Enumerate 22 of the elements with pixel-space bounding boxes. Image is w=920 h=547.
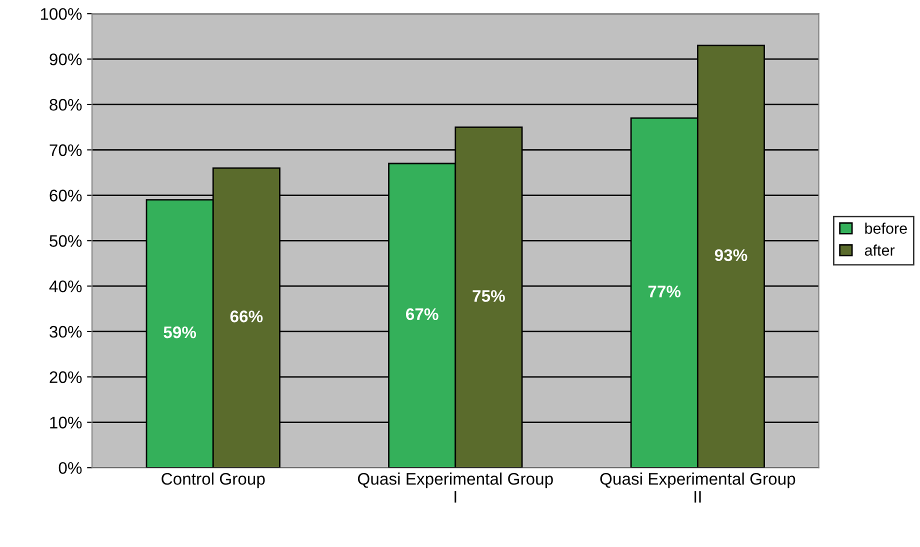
y-tick-label: 70% <box>50 144 82 156</box>
y-tick-label: 0% <box>58 462 82 474</box>
y-tick-label: 40% <box>49 280 82 292</box>
legend-label: before <box>865 222 907 234</box>
y-tick-label: 20% <box>50 371 82 384</box>
legend-label: after <box>864 244 895 256</box>
data-label: 75% <box>472 290 505 302</box>
y-tick-label: 90% <box>50 53 82 66</box>
y-tick-label: 50% <box>50 235 82 247</box>
data-label: 67% <box>406 308 438 320</box>
data-label: 93% <box>714 249 748 262</box>
y-tick-label: 60% <box>50 190 82 202</box>
x-tick-label: Control Group <box>162 472 265 488</box>
y-tick-label: 10% <box>50 416 82 428</box>
y-tick-label: 100% <box>40 8 82 20</box>
data-label: 77% <box>648 286 681 298</box>
y-tick-label: 80% <box>50 98 82 111</box>
x-tick-label: Quasi Experimental Group I <box>358 472 553 503</box>
y-tick-label: 30% <box>50 326 82 338</box>
data-label: 59% <box>164 326 196 338</box>
x-tick-label: Quasi Experimental Group II <box>600 472 796 503</box>
data-label: 66% <box>230 310 263 322</box>
